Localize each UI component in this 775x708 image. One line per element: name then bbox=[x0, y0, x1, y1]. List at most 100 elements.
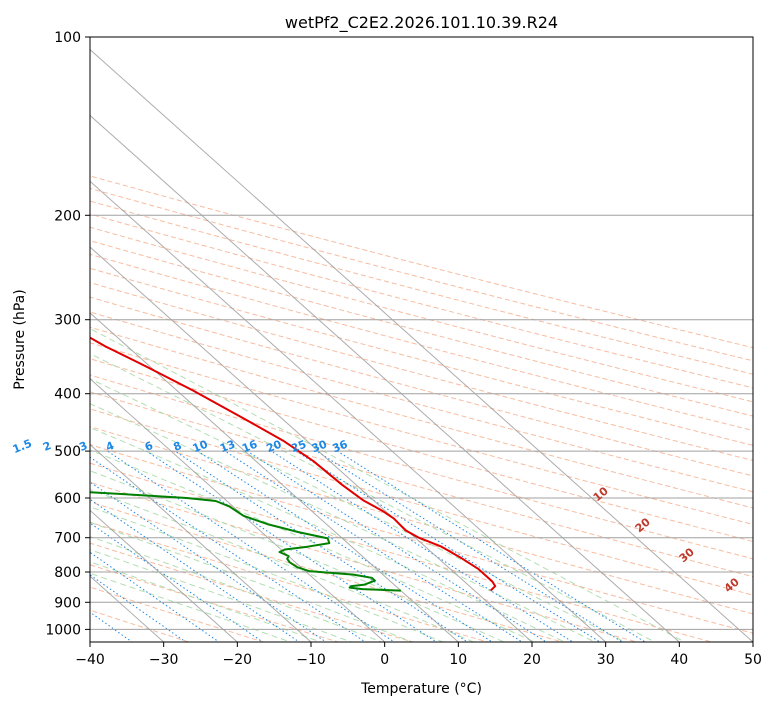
dry-adiabat-line bbox=[90, 586, 266, 642]
dry-adiabat-line bbox=[90, 521, 490, 642]
grid-lines bbox=[90, 37, 753, 642]
dry-adiabat-line bbox=[90, 374, 753, 560]
x-tick-label: −30 bbox=[149, 652, 179, 668]
temperature-profile bbox=[90, 336, 497, 592]
x-tick-label: −40 bbox=[75, 652, 105, 668]
moist-adiabat-line bbox=[90, 489, 475, 642]
moist-adiabat-label: 30 bbox=[677, 545, 697, 565]
mixing-ratio-label: 16 bbox=[240, 437, 259, 455]
mixing-ratio-line bbox=[174, 450, 469, 642]
dry-adiabat-line bbox=[90, 444, 753, 634]
moist-adiabat-line bbox=[90, 572, 292, 642]
mixing-ratio-label: 20 bbox=[264, 437, 283, 455]
profiles bbox=[90, 336, 497, 592]
background-lines bbox=[90, 175, 753, 642]
moist-adiabat-line bbox=[90, 561, 323, 642]
mixing-ratio-line bbox=[90, 551, 220, 642]
mixing-ratio-line bbox=[295, 450, 601, 642]
dry-adiabat-line bbox=[90, 200, 753, 375]
dry-adiabat-line bbox=[90, 240, 753, 417]
dry-adiabat-line bbox=[90, 311, 753, 493]
y-tick-label: 300 bbox=[54, 313, 81, 329]
dry-adiabat-line bbox=[90, 564, 340, 642]
x-tick-label: −20 bbox=[223, 652, 253, 668]
dry-adiabat-line bbox=[90, 296, 753, 477]
mixing-ratio-label: 6 bbox=[143, 439, 155, 454]
mixing-ratio-line bbox=[90, 498, 301, 642]
mixing-ratio-label: 25 bbox=[289, 438, 308, 456]
mixing-ratio-line bbox=[224, 450, 524, 642]
y-tick-label: 800 bbox=[54, 565, 81, 581]
x-tick-label: 50 bbox=[744, 652, 762, 668]
dry-adiabat-line bbox=[90, 501, 565, 642]
y-tick-label: 400 bbox=[54, 387, 81, 403]
x-tick-label: 10 bbox=[449, 652, 467, 668]
isotherm-line bbox=[90, 312, 460, 642]
dry-adiabat-line bbox=[90, 358, 753, 542]
dry-adiabat-line bbox=[90, 542, 415, 642]
moist-adiabat-line bbox=[90, 521, 414, 642]
mixing-ratio-label: 30 bbox=[310, 437, 329, 455]
dry-adiabat-line bbox=[90, 253, 753, 432]
dry-adiabat-line bbox=[90, 175, 753, 349]
mixing-ratio-line bbox=[246, 450, 548, 642]
dry-adiabat-line bbox=[90, 187, 753, 362]
mixing-ratio-line bbox=[90, 456, 367, 642]
mixing-ratio-line bbox=[316, 450, 624, 642]
mixing-ratio-label: 4 bbox=[104, 439, 116, 454]
dry-adiabat-line bbox=[90, 391, 753, 578]
isotherm-line bbox=[90, 509, 239, 642]
mixing-ratio-line bbox=[107, 450, 396, 642]
dry-adiabat-line bbox=[90, 481, 639, 642]
mixing-ratio-label: 8 bbox=[172, 439, 184, 454]
mixing-ratio-label: 1.5 bbox=[11, 437, 34, 456]
x-tick-label: 20 bbox=[523, 652, 541, 668]
x-tick-label: 40 bbox=[670, 652, 688, 668]
isotherm-line bbox=[90, 378, 386, 642]
dry-adiabat-line bbox=[90, 326, 753, 509]
x-tick-label: 0 bbox=[380, 652, 389, 668]
y-tick-label: 600 bbox=[54, 491, 81, 507]
dry-adiabat-line bbox=[90, 408, 753, 596]
y-tick-label: 200 bbox=[54, 208, 81, 224]
mixing-ratio-line bbox=[337, 450, 647, 642]
y-tick-label: 900 bbox=[54, 595, 81, 611]
moist-adiabat-line bbox=[90, 378, 626, 642]
mixing-ratio-line bbox=[90, 481, 328, 642]
dewpoint-profile bbox=[90, 491, 401, 592]
y-tick-label: 700 bbox=[54, 531, 81, 547]
isotherm-line bbox=[90, 246, 533, 642]
dry-adiabat-line bbox=[90, 426, 753, 615]
y-tick-label: 1000 bbox=[45, 622, 81, 638]
plot-frame bbox=[89, 36, 754, 643]
x-tick-label: 30 bbox=[597, 652, 615, 668]
isotherm-line bbox=[90, 443, 312, 642]
chart-title: wetPf2_C2E2.2026.101.10.39.R24 bbox=[285, 13, 558, 33]
mixing-ratio-label: 10 bbox=[191, 437, 210, 455]
moist-adiabat-line bbox=[90, 536, 384, 642]
mixing-ratio-label: 3 bbox=[77, 439, 89, 454]
moist-adiabat-label: 40 bbox=[722, 575, 742, 595]
dry-adiabat-line bbox=[90, 226, 753, 403]
dry-adiabat-line bbox=[90, 213, 753, 389]
isotherm-line bbox=[90, 114, 681, 642]
mixing-ratio-line bbox=[90, 574, 187, 642]
moist-adiabat-line bbox=[90, 403, 596, 642]
axis-ticks: −40 −30 −20 −10 0 10 20 30 40 50 100 200 300 400 500 60… bbox=[45, 30, 762, 668]
mixing-ratio-label: 2 bbox=[41, 439, 53, 454]
dry-adiabat-line bbox=[90, 282, 753, 462]
mixing-ratio-label: 13 bbox=[218, 438, 237, 456]
dry-adiabat-line bbox=[90, 462, 714, 642]
mixing-ratio-label: 36 bbox=[330, 437, 349, 455]
moist-adiabat-line bbox=[90, 470, 506, 642]
dry-adiabat-line bbox=[90, 267, 753, 446]
moist-adiabat-line bbox=[90, 549, 353, 642]
isotherm-line bbox=[90, 48, 753, 642]
mixing-ratio-line bbox=[146, 450, 438, 642]
dry-adiabat-line bbox=[90, 342, 753, 526]
mixing-ratio-line bbox=[271, 450, 574, 642]
y-tick-label: 100 bbox=[54, 30, 81, 46]
x-tick-label: −10 bbox=[296, 652, 326, 668]
y-axis-label: Pressure (hPa) bbox=[12, 289, 28, 389]
